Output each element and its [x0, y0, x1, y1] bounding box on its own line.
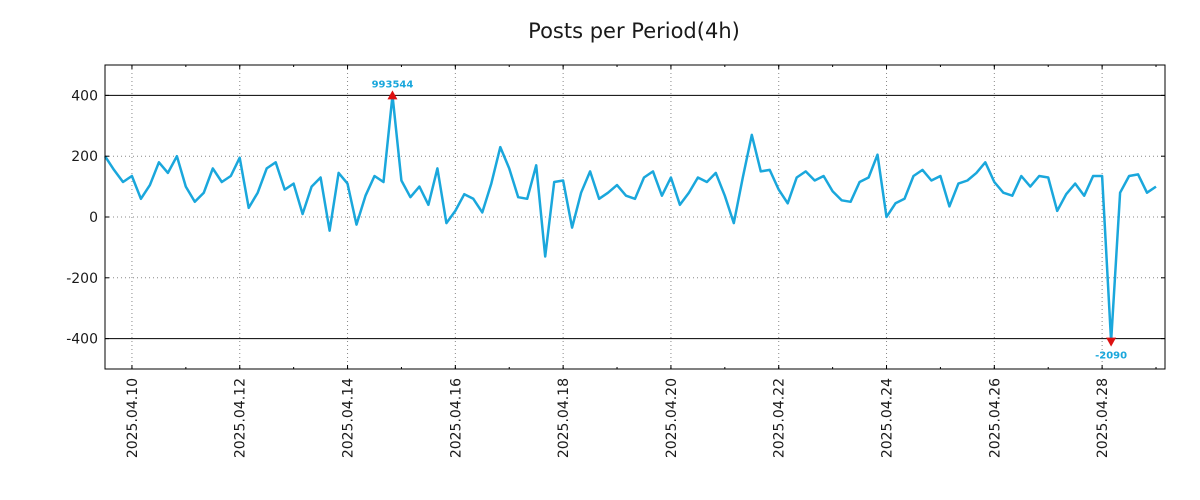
series-line: [103, 94, 1157, 343]
x-tick-label: 2025.04.14: [341, 378, 357, 458]
min-label: -2090: [1095, 351, 1127, 362]
x-tick-label: 2025.04.24: [880, 378, 896, 458]
y-tick-label: 200: [71, 149, 98, 165]
min-marker: [1106, 337, 1117, 347]
y-tick-label: -400: [66, 332, 98, 348]
y-tick-label: 400: [71, 88, 98, 104]
x-tick-label: 2025.04.12: [233, 378, 249, 458]
x-axis-ticks: 2025.04.10 2025.04.12 2025.04.14 2025.04.16…: [125, 65, 1157, 458]
x-tick-label: 2025.04.10: [125, 378, 141, 458]
chart-title: Posts per Period(4h): [528, 19, 740, 43]
series: [103, 94, 1157, 343]
max-label: 993544: [372, 79, 414, 90]
x-tick-label: 2025.04.16: [448, 378, 464, 458]
x-tick-label: 2025.04.26: [987, 378, 1003, 458]
x-tick-label: 2025.04.18: [556, 378, 572, 458]
max-marker: [387, 90, 398, 100]
x-tick-label: 2025.04.22: [772, 378, 788, 458]
x-tick-label: 2025.04.20: [664, 378, 680, 458]
reference-lines: [105, 94, 1165, 340]
x-tick-label: 2025.04.28: [1095, 378, 1111, 458]
y-axis-ticks: -400 -200 0 200 400: [66, 88, 1165, 348]
y-tick-label: 0: [89, 210, 98, 226]
y-tick-label: -200: [66, 271, 98, 287]
grid: [105, 65, 1165, 369]
annotations: 993544 -2090: [372, 79, 1128, 361]
